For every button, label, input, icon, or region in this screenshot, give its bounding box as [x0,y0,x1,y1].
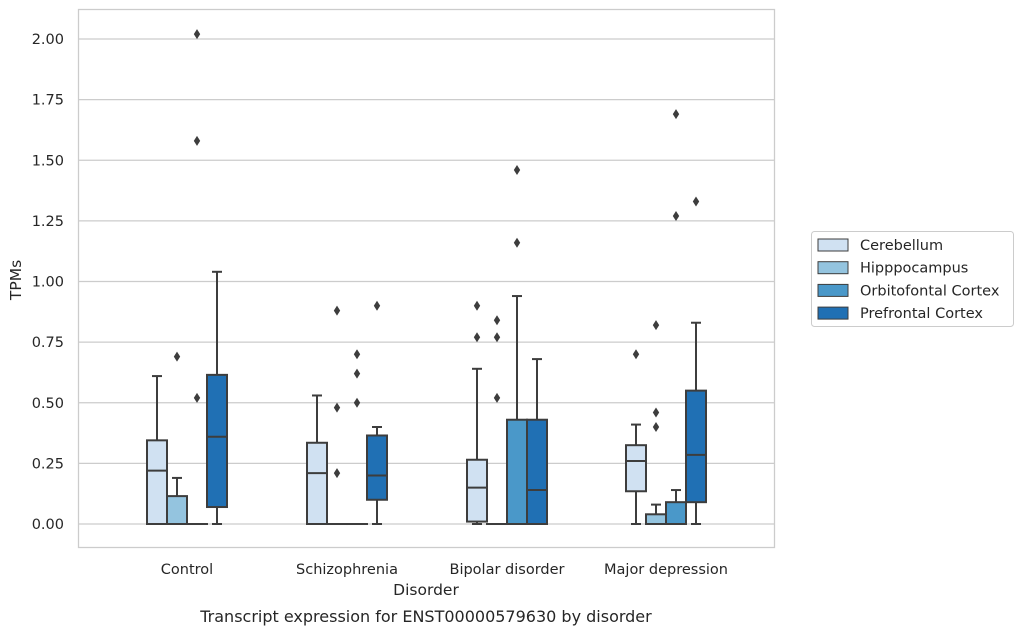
outlier-point [672,211,680,222]
legend-swatch [817,238,849,252]
outlier-point [513,237,521,248]
outlier-point [193,29,201,40]
legend-swatch [817,283,849,297]
outlier-point [193,135,201,146]
outlier-point [353,368,361,379]
y-tick-label: 0.75 [32,335,64,351]
outlier-point [333,305,341,316]
box-orbitofontal-cortex [506,164,528,526]
x-tick-label: Control [161,562,213,578]
box-prefrontal-cortex [526,358,548,526]
y-tick-label: 1.25 [32,214,64,230]
outlier-point [632,349,640,360]
y-tick-label: 0.00 [32,517,64,533]
x-axis-label: Disorder [393,581,459,599]
legend-frame [811,231,1014,327]
outlier-point [173,351,181,362]
legend-label: Orbitofontal Cortex [860,283,1000,299]
legend: Cerebellum Hipppocampus Orbitofontal Corte… [811,231,1014,327]
outlier-point [373,300,381,311]
iqr-box [366,434,388,501]
outlier-point [473,300,481,311]
legend-label: Hipppocampus [860,261,968,277]
x-tick-labels: Control Schizophrenia Bipolar disorder Majo… [161,562,728,578]
x-tick-label: Bipolar disorder [450,562,565,578]
box-prefrontal-cortex [366,300,388,525]
boxes [146,29,707,526]
iqr-box [506,418,528,526]
box-cerebellum [466,300,488,525]
iqr-box [206,373,228,509]
iqr-box [166,495,188,525]
legend-swatch [817,261,849,275]
y-tick-label: 1.50 [32,153,64,169]
y-tick-label: 1.75 [32,93,64,109]
box-orbitofontal-cortex [346,349,368,526]
outlier-point [353,349,361,360]
outlier-point [652,422,660,432]
box-orbitofontal-cortex [186,29,208,526]
y-tick-label: 0.25 [32,456,64,472]
outlier-point [493,315,501,326]
x-tick-label: Major depression [604,562,728,578]
y-axis-label: TPMs [7,260,25,301]
outlier-point [333,402,341,413]
iqr-box [645,513,667,525]
outlier-point [333,468,341,479]
legend-label: Cerebellum [860,238,943,254]
box-prefrontal-cortex [685,196,707,525]
outlier-point [473,332,481,343]
y-tick-label: 2.00 [32,32,64,48]
outlier-point [493,392,501,403]
outlier-point [652,320,660,331]
outlier-point [193,392,201,403]
outlier-point [692,196,700,207]
box-hipppocampus [645,320,667,525]
box-hipppocampus [486,315,508,526]
box-cerebellum [625,349,647,525]
y-tick-labels: 0.00 0.25 0.50 0.75 1.00 1.25 1.50 1.75 2.00 [32,32,64,533]
box-cerebellum [146,375,168,525]
box-hipppocampus [166,351,188,525]
iqr-box [466,458,488,523]
outlier-point [493,332,501,343]
y-tick-label: 0.50 [32,396,64,412]
x-tick-label: Schizophrenia [296,562,398,578]
plot-frame [77,8,776,549]
iqr-box [665,501,687,525]
iqr-box [146,439,168,525]
outlier-point [513,164,521,175]
iqr-box [306,441,328,526]
iqr-box [526,418,548,526]
iqr-box [685,389,707,504]
outlier-point [672,109,680,120]
box-cerebellum [306,394,328,526]
y-tick-label: 1.00 [32,275,64,291]
box-hipppocampus [326,305,348,526]
outlier-point [353,397,361,408]
box-orbitofontal-cortex [665,109,687,525]
box-prefrontal-cortex [206,270,228,525]
legend-label: Prefrontal Cortex [860,306,983,322]
chart-caption: Transcript expression for ENST0000057963… [199,607,652,626]
iqr-box [625,444,647,493]
legend-swatch [817,306,849,320]
grid-lines [79,38,774,525]
outlier-point [652,407,660,418]
